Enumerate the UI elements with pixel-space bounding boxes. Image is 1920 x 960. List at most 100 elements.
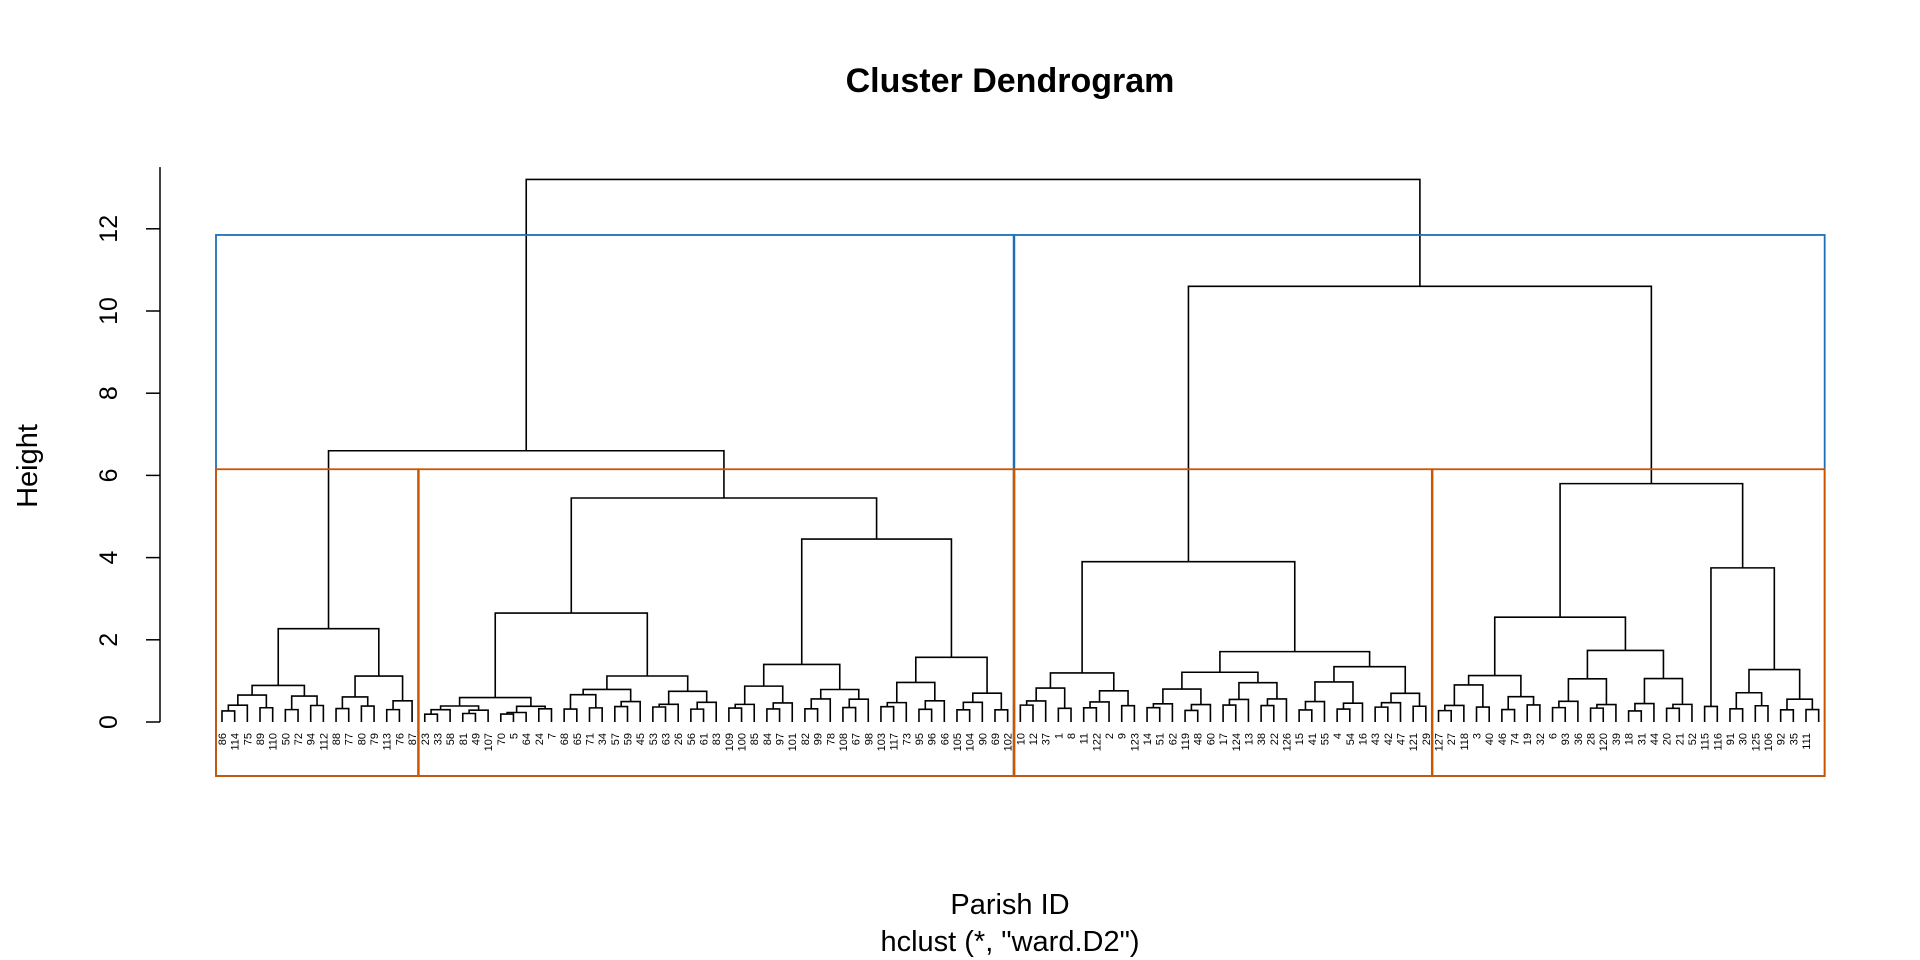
- leaf-label: 36: [1573, 733, 1585, 745]
- x-axis-label: Parish ID: [950, 889, 1069, 921]
- merge-link: [766, 708, 781, 722]
- leaf-label: 68: [559, 733, 571, 745]
- merge-link: [614, 705, 629, 722]
- leaf-label: 56: [686, 733, 698, 745]
- leaf-label: 1: [1053, 733, 1065, 739]
- merge-link: [800, 538, 953, 665]
- leaf-label: 16: [1357, 733, 1369, 745]
- merge-link: [1228, 698, 1250, 722]
- merge-link: [819, 688, 860, 700]
- merge-link: [918, 708, 933, 722]
- leaf-label: 21: [1674, 733, 1686, 745]
- leaf-label: 48: [1193, 733, 1205, 745]
- leaf-label: 42: [1383, 733, 1395, 745]
- merge-link: [259, 706, 274, 722]
- leaf-label: 116: [1712, 733, 1724, 751]
- leaf-label: 55: [1319, 733, 1331, 745]
- leaf-label: 34: [597, 733, 609, 745]
- leaf-label: 18: [1624, 733, 1636, 745]
- leaf-label: 100: [737, 733, 749, 751]
- merge-link: [1665, 707, 1681, 722]
- leaf-label: 63: [661, 733, 673, 745]
- leaf-label: 70: [496, 733, 508, 745]
- merge-link: [494, 612, 649, 698]
- merge-link: [1559, 482, 1744, 618]
- y-tick-label: 2: [95, 633, 123, 647]
- leaf-label: 103: [876, 733, 888, 751]
- leaf-label: 7: [546, 733, 558, 739]
- merge-link: [886, 701, 908, 722]
- merge-link: [1390, 692, 1421, 707]
- cluster-box-k4: [1013, 468, 1433, 777]
- merge-link: [658, 703, 679, 722]
- merge-link: [810, 698, 832, 722]
- leaf-label: 17: [1218, 733, 1230, 745]
- merge-link: [1805, 708, 1820, 722]
- merge-link: [924, 700, 946, 722]
- merge-link: [772, 702, 794, 722]
- merge-link: [914, 656, 988, 694]
- leaf-label: 12: [1028, 733, 1040, 745]
- merge-link: [1643, 677, 1684, 705]
- merge-link: [341, 696, 369, 709]
- merge-link: [385, 708, 401, 722]
- leaf-label: 28: [1586, 733, 1598, 745]
- merge-link: [1120, 704, 1136, 722]
- leaf-label: 71: [584, 733, 596, 745]
- merge-link: [1298, 709, 1313, 722]
- merge-link: [1779, 709, 1795, 722]
- leaf-label: 43: [1370, 733, 1382, 745]
- merge-link: [1672, 703, 1693, 722]
- leaf-label: 93: [1560, 733, 1572, 745]
- merge-link: [335, 707, 350, 722]
- leaf-label: 38: [1256, 733, 1268, 745]
- leaf-label: 106: [1763, 733, 1775, 751]
- leaf-label: 111: [1801, 733, 1813, 750]
- merge-link: [588, 707, 603, 722]
- leaf-label: 113: [382, 733, 394, 751]
- merge-link: [1786, 698, 1814, 710]
- y-tick-label: 6: [95, 468, 123, 482]
- merge-link: [570, 497, 878, 614]
- leaf-label: 83: [711, 733, 723, 745]
- leaf-label: 9: [1117, 733, 1129, 739]
- merge-link: [423, 713, 439, 722]
- cluster-box-k4: [417, 468, 1015, 777]
- merge-link: [1729, 708, 1744, 722]
- merge-link: [277, 627, 380, 686]
- leaf-label: 64: [521, 733, 533, 745]
- leaf-label: 87: [407, 733, 419, 745]
- merge-link: [461, 712, 477, 722]
- leaf-label: 49: [470, 733, 482, 745]
- leaf-label: 108: [838, 733, 850, 751]
- leaf-label: 61: [699, 733, 711, 745]
- leaf-label: 74: [1510, 733, 1522, 745]
- leaf-label: 115: [1700, 733, 1712, 751]
- leaf-label: 26: [673, 733, 685, 745]
- leaf-label: 29: [1421, 733, 1433, 745]
- merge-link: [309, 704, 325, 722]
- leaf-label: 58: [445, 733, 457, 745]
- merge-link: [1152, 702, 1174, 722]
- leaf-label: 92: [1776, 733, 1788, 745]
- leaf-label: 84: [762, 733, 774, 745]
- leaf-label: 27: [1446, 733, 1458, 745]
- leaf-label: 46: [1497, 733, 1509, 745]
- leaf-label: 114: [230, 733, 242, 751]
- merge-link: [506, 711, 527, 722]
- leaf-label: 65: [572, 733, 584, 745]
- cluster-boxes: [215, 234, 1826, 777]
- leaf-label: 124: [1231, 733, 1243, 751]
- merge-link: [1526, 704, 1541, 722]
- leaf-label: 104: [965, 733, 977, 751]
- leaf-label: 95: [914, 733, 926, 745]
- merge-link: [1089, 701, 1110, 722]
- leaf-label: 47: [1395, 733, 1407, 745]
- merge-link: [1558, 700, 1579, 722]
- merge-link: [1586, 649, 1665, 679]
- leaf-label: 20: [1662, 733, 1674, 745]
- merge-link: [1049, 672, 1115, 691]
- leaf-label: 97: [775, 733, 787, 745]
- merge-link: [290, 695, 318, 710]
